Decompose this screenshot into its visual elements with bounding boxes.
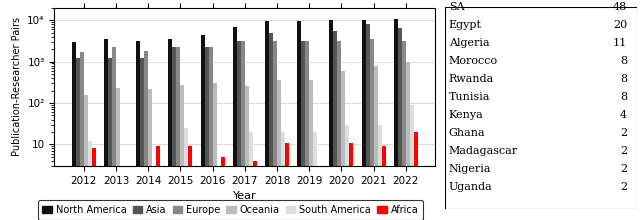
Bar — [180, 85, 184, 220]
Bar — [116, 88, 120, 220]
Bar — [369, 39, 374, 220]
Bar — [84, 95, 88, 220]
Text: Algeria: Algeria — [449, 38, 489, 48]
Bar — [200, 35, 205, 220]
Bar — [112, 47, 116, 220]
Bar — [221, 157, 225, 220]
Bar — [136, 41, 140, 220]
Bar — [188, 146, 193, 220]
Bar — [88, 141, 92, 220]
Text: 8: 8 — [620, 92, 627, 102]
Bar — [108, 58, 112, 220]
Bar — [414, 132, 418, 220]
Bar — [346, 125, 349, 220]
Legend: North America, Asia, Europe, Oceania, South America, Africa: North America, Asia, Europe, Oceania, So… — [38, 200, 423, 220]
Bar — [277, 80, 281, 220]
Bar — [168, 39, 172, 220]
Bar — [265, 21, 269, 220]
Bar — [80, 52, 84, 220]
Text: 2: 2 — [620, 164, 627, 174]
Text: 4: 4 — [620, 110, 627, 120]
Text: 8: 8 — [620, 74, 627, 84]
Text: Kenya: Kenya — [449, 110, 483, 120]
Bar — [156, 146, 160, 220]
Text: Egypt: Egypt — [449, 20, 482, 30]
Bar — [301, 41, 305, 220]
Bar — [92, 148, 96, 220]
Text: 20: 20 — [613, 20, 627, 30]
Bar — [144, 51, 148, 220]
Bar — [120, 179, 124, 220]
Bar — [378, 125, 381, 220]
Bar — [124, 179, 128, 220]
Text: Ghana: Ghana — [449, 128, 485, 138]
Bar — [140, 58, 144, 220]
Bar — [72, 42, 76, 220]
Text: Uganda: Uganda — [449, 182, 492, 192]
Bar — [406, 62, 410, 220]
Bar — [172, 47, 177, 220]
Bar — [374, 66, 378, 220]
Text: Madagascar: Madagascar — [449, 146, 518, 156]
Bar — [205, 47, 209, 220]
X-axis label: Year: Year — [233, 191, 257, 201]
Bar — [402, 41, 406, 220]
Bar — [253, 161, 257, 220]
Bar — [104, 39, 108, 220]
Bar — [216, 179, 221, 220]
Bar — [237, 41, 241, 220]
Bar — [305, 41, 309, 220]
Y-axis label: Publication-Researcher Pairs: Publication-Researcher Pairs — [12, 17, 22, 156]
Bar — [341, 71, 346, 220]
Text: Nigeria: Nigeria — [449, 164, 491, 174]
Bar — [309, 81, 313, 220]
Bar — [212, 83, 216, 220]
Bar — [269, 33, 273, 220]
Text: 2: 2 — [620, 146, 627, 156]
Bar — [148, 89, 152, 220]
Bar — [244, 86, 249, 220]
Bar — [281, 132, 285, 220]
Text: Morocco: Morocco — [449, 56, 498, 66]
Bar — [241, 41, 244, 220]
Bar — [337, 41, 341, 220]
Bar — [233, 27, 237, 220]
Bar — [381, 146, 386, 220]
Bar — [394, 19, 398, 220]
Bar — [297, 21, 301, 220]
Text: Rwanda: Rwanda — [449, 74, 494, 84]
Bar — [349, 143, 353, 220]
Bar — [152, 179, 156, 220]
Text: 48: 48 — [613, 2, 627, 12]
Bar — [330, 20, 333, 220]
Text: 8: 8 — [620, 56, 627, 66]
Bar — [285, 143, 289, 220]
Bar — [398, 28, 402, 220]
Text: Tunisia: Tunisia — [449, 92, 490, 102]
Bar — [184, 128, 188, 220]
Bar — [249, 132, 253, 220]
Text: 2: 2 — [620, 182, 627, 192]
Bar — [177, 47, 180, 220]
Text: SA: SA — [449, 2, 464, 12]
Bar — [273, 41, 277, 220]
Bar — [209, 47, 212, 220]
Text: 2: 2 — [620, 128, 627, 138]
Bar — [313, 132, 317, 220]
Bar — [333, 31, 337, 220]
Bar — [365, 24, 369, 220]
Text: 11: 11 — [613, 38, 627, 48]
Bar — [362, 20, 365, 220]
Bar — [76, 58, 80, 220]
Bar — [317, 166, 321, 220]
Bar — [410, 105, 414, 220]
